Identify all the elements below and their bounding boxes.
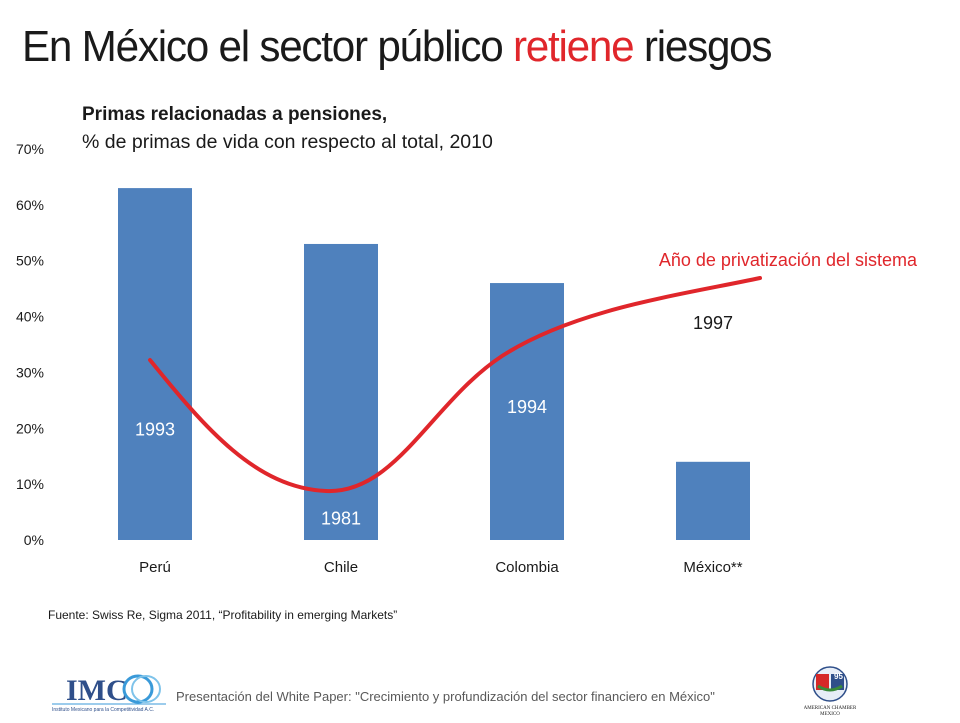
- x-tick-label: Colombia: [495, 559, 559, 576]
- privatization-trend-curve: [148, 276, 762, 494]
- year-labels: 1993 1981 1994 1997: [135, 313, 733, 529]
- chart-subtitle: % de primas de vida con respecto al tota…: [82, 131, 493, 153]
- privatization-year-label: 1993: [135, 419, 175, 439]
- privatization-year-label: 1994: [507, 397, 547, 417]
- annotation-label: Año de privatización del sistema: [659, 250, 918, 270]
- privatization-year-label: 1981: [321, 509, 361, 529]
- title-text: En México el sector público: [22, 22, 513, 71]
- imco-logo: IMC Instituto Mexicano para la Competiti…: [50, 664, 170, 714]
- svg-text:AMERICAN CHAMBER: AMERICAN CHAMBER: [804, 706, 856, 711]
- footer-caption: Presentación del White Paper: "Crecimien…: [176, 689, 715, 704]
- svg-text:95: 95: [834, 672, 843, 681]
- x-axis: Perú Chile Colombia México**: [139, 559, 743, 576]
- amcham-logo: 95 AMERICAN CHAMBER MEXICO: [804, 664, 857, 718]
- y-tick-label: 30%: [16, 364, 44, 380]
- privatization-year-label: 1997: [693, 313, 733, 333]
- svg-text:IMC: IMC: [66, 674, 128, 707]
- bar: [676, 461, 750, 540]
- bar-chart: 0% 10% 20% 30% 40% 50% 60% 70% Perú Chile Colombi…: [16, 141, 918, 576]
- bar: [490, 283, 564, 540]
- title-text-end: riesgos: [633, 22, 773, 71]
- x-tick-label: Chile: [324, 559, 358, 576]
- x-tick-label: Perú: [139, 559, 171, 576]
- bar: [304, 243, 378, 540]
- title-highlight: retiene: [512, 22, 635, 71]
- y-axis: 0% 10% 20% 30% 40% 50% 60% 70%: [16, 141, 44, 548]
- svg-text:Instituto Mexicano para la Com: Instituto Mexicano para la Competitivida…: [52, 707, 154, 713]
- y-tick-label: 40%: [16, 309, 44, 325]
- y-tick-label: 10%: [16, 476, 44, 492]
- y-tick-label: 60%: [16, 197, 44, 213]
- y-tick-label: 20%: [16, 420, 44, 436]
- svg-text:MEXICO: MEXICO: [820, 712, 840, 717]
- chart-title: Primas relacionadas a pensiones,: [82, 104, 388, 125]
- source-note: Fuente: Swiss Re, Sigma 2011, “Profitabi…: [48, 608, 398, 622]
- y-tick-label: 0%: [24, 532, 44, 548]
- page-title: En México el sector público retiene ries…: [22, 22, 773, 72]
- x-tick-label: México**: [683, 559, 742, 576]
- y-tick-label: 50%: [16, 253, 44, 269]
- y-tick-label: 70%: [16, 141, 44, 157]
- bars: [118, 188, 750, 540]
